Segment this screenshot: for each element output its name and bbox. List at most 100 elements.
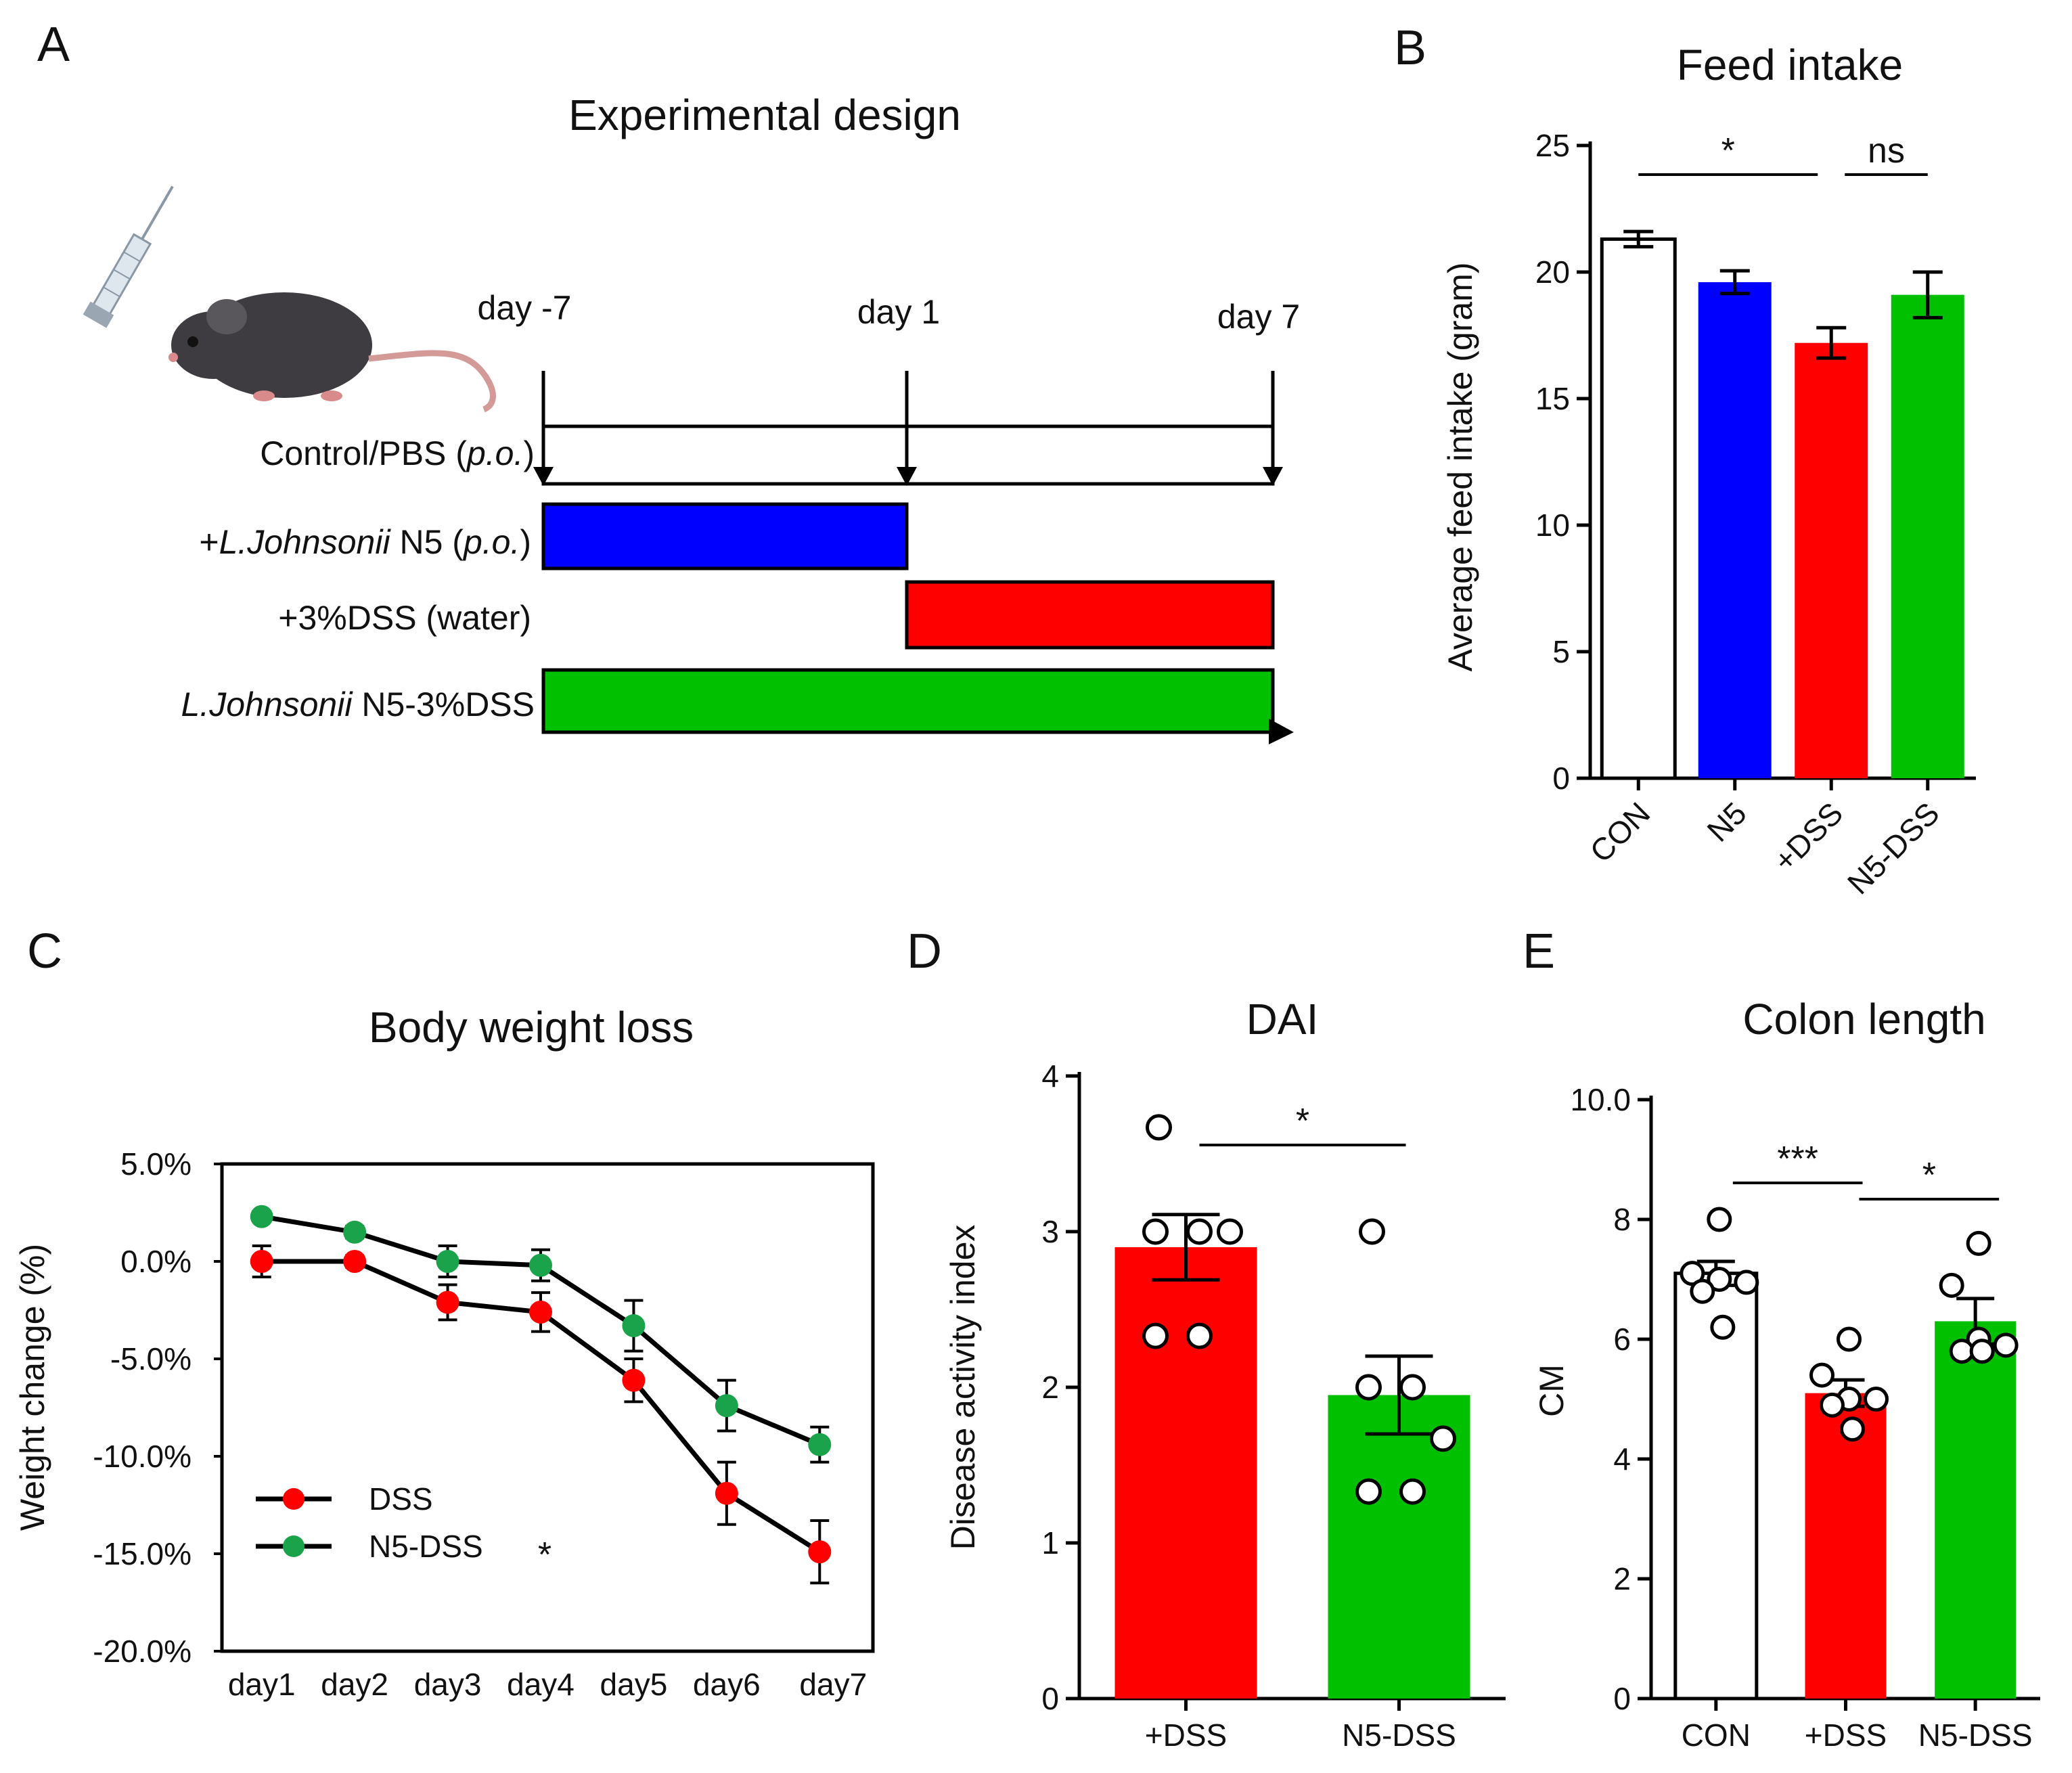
data-point-dss <box>436 1291 459 1314</box>
panel-d: D DAI Disease activity index 0 1 2 3 4 +DSS N5… <box>907 924 1506 1753</box>
y-tick-label: 3 <box>1041 1214 1059 1249</box>
x-tick-label: +DSS <box>1145 1718 1227 1753</box>
panel-letter-c: C <box>27 924 62 979</box>
data-point <box>1146 1114 1172 1141</box>
bar-n5 <box>1698 282 1772 779</box>
x-tick-label: CON <box>1583 795 1657 869</box>
row-label-dss: +3%DSS (water) <box>278 599 531 637</box>
data-point-dss <box>529 1300 552 1324</box>
data-point-n5-dss <box>343 1220 367 1244</box>
chart-d-ylabel: Disease activity index <box>944 1225 982 1550</box>
y-tick-label: 6 <box>1613 1322 1631 1357</box>
y-tick-label: 25 <box>1535 128 1570 163</box>
panel-letter-b: B <box>1394 21 1426 75</box>
data-point <box>1355 1478 1382 1505</box>
plot-frame <box>220 1162 875 1653</box>
chart-e-ylabel: CM <box>1533 1364 1571 1417</box>
data-point <box>1969 1339 1995 1364</box>
panel-a: A Experimental design day -7 day 1 day 7 <box>37 18 1300 744</box>
legend-significance: * <box>538 1535 551 1575</box>
data-point <box>1217 1218 1243 1245</box>
significance-label: ns <box>1868 131 1905 171</box>
panel-b: B Feed intake Average feed intake (gram)… <box>1394 21 1976 901</box>
y-tick-label: 10 <box>1535 508 1570 543</box>
data-point <box>1820 1392 1845 1418</box>
syringe-icon <box>83 185 174 328</box>
legend-marker <box>283 1535 305 1557</box>
day-label-end: day 7 <box>1217 298 1300 336</box>
y-tick-label: -20.0% <box>93 1634 192 1669</box>
data-point-dss <box>622 1368 646 1392</box>
x-tick-label: day6 <box>693 1667 761 1702</box>
day-label-start: day -7 <box>478 289 572 327</box>
chart-c-plot: -20.0% -15.0% -10.0% -5.0% 0.0% 5.0% day1 day2 d… <box>93 1146 875 1702</box>
data-point-n5-dss <box>436 1250 459 1273</box>
row-label-control: Control/PBS (p.o.) <box>260 434 535 472</box>
y-tick-label: 2 <box>1613 1561 1631 1596</box>
significance-label: *** <box>1777 1140 1818 1179</box>
panel-letter-d: D <box>907 924 942 979</box>
y-tick-label: 2 <box>1041 1370 1059 1405</box>
x-tick-label: +DSS <box>1805 1718 1887 1753</box>
y-tick-label: 10.0 <box>1570 1082 1631 1117</box>
bar-dss <box>1114 1247 1257 1699</box>
y-tick-label: 5 <box>1552 634 1570 669</box>
y-tick-label: 0.0% <box>120 1244 192 1279</box>
chart-c-title: Body weight loss <box>369 1003 694 1052</box>
n5-dss-bar <box>541 668 1275 734</box>
bar-dss <box>1795 342 1868 779</box>
bar-con <box>1673 1272 1759 1701</box>
data-point <box>1690 1278 1715 1304</box>
data-point-n5-dss <box>715 1394 738 1418</box>
x-tick-label: N5-DSS <box>1841 795 1946 901</box>
y-tick-label: 4 <box>1613 1441 1631 1477</box>
panel-letter-a: A <box>37 18 70 72</box>
bar-dss <box>1805 1393 1887 1699</box>
y-tick-label: 5.0% <box>120 1146 192 1182</box>
y-tick-label: 4 <box>1041 1058 1059 1094</box>
row-label-n5: +L.Johnsonii N5 (p.o.) <box>199 523 531 561</box>
panel-e: E Colon length CM 0 2 4 6 8 10.0 CON +DSS N5-DSS… <box>1523 924 2040 1753</box>
data-point <box>1355 1374 1382 1401</box>
data-point <box>1840 1416 1865 1442</box>
data-point <box>1142 1218 1169 1245</box>
data-point <box>1430 1425 1456 1452</box>
x-tick-label: +DSS <box>1767 795 1850 878</box>
data-point-n5-dss <box>622 1314 646 1338</box>
y-tick-label: -15.0% <box>93 1536 192 1571</box>
control-timeline-box <box>541 424 1275 486</box>
legend-label: N5-DSS <box>369 1529 483 1564</box>
design-title: Experimental design <box>568 91 961 139</box>
chart-d-plot: 0 1 2 3 4 +DSS N5-DSS * <box>1041 1058 1506 1753</box>
x-tick-label: day4 <box>507 1667 575 1702</box>
chart-b-ylabel: Average feed intake (gram) <box>1441 263 1479 672</box>
data-point <box>1734 1270 1759 1295</box>
legend-label: DSS <box>369 1481 433 1517</box>
dss-bar <box>905 580 1275 650</box>
n5-dss-arrowhead <box>1269 719 1294 744</box>
significance-label: * <box>1296 1102 1309 1141</box>
data-point <box>1399 1374 1426 1401</box>
x-tick-label: N5-DSS <box>1918 1718 2033 1753</box>
x-tick-label: day7 <box>799 1667 867 1702</box>
y-tick-label: 8 <box>1613 1202 1631 1237</box>
data-point <box>1939 1272 1964 1298</box>
bar-n5dss <box>1891 294 1964 778</box>
data-point <box>1949 1339 1975 1364</box>
data-point <box>1993 1332 2019 1358</box>
x-tick-label: day1 <box>228 1667 296 1702</box>
significance-label: * <box>1721 131 1735 171</box>
chart-d-title: DAI <box>1246 995 1319 1043</box>
timeline-arrows <box>533 371 1283 486</box>
data-point <box>1399 1478 1426 1505</box>
data-point-n5-dss <box>808 1433 832 1456</box>
n5-bar <box>541 502 909 570</box>
y-tick-label: 15 <box>1535 381 1570 416</box>
y-tick-label: 0 <box>1552 761 1570 796</box>
x-tick-label: N5-DSS <box>1342 1718 1456 1753</box>
data-point-dss <box>250 1250 273 1273</box>
row-label-n5-dss: L.Johnsonii N5-3%DSS <box>181 686 535 723</box>
legend-marker <box>283 1488 305 1510</box>
x-tick-label: day5 <box>600 1667 668 1702</box>
